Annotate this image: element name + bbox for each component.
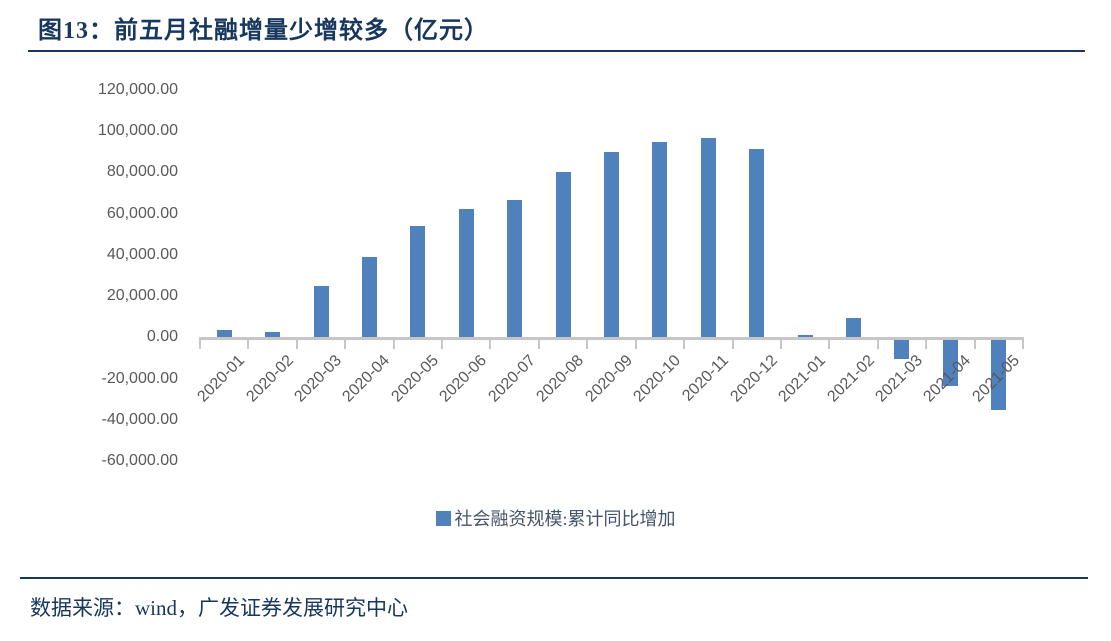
x-axis-tick bbox=[441, 337, 444, 349]
bar-2020-07 bbox=[507, 200, 523, 338]
bar-2020-11 bbox=[700, 138, 716, 338]
y-tick-label: 80,000.00 bbox=[106, 163, 178, 181]
y-tick-label: 40,000.00 bbox=[106, 245, 178, 263]
bar-2020-03 bbox=[313, 285, 329, 338]
x-axis-line bbox=[200, 337, 1023, 340]
x-axis-tick bbox=[199, 337, 201, 349]
x-axis-tick bbox=[586, 337, 589, 349]
y-tick-label: 60,000.00 bbox=[106, 204, 178, 222]
bar-2021-04 bbox=[942, 340, 958, 386]
bar-2020-01 bbox=[216, 330, 232, 338]
x-axis-tick bbox=[537, 337, 540, 349]
legend-series-label: 社会融资规模:累计同比增加 bbox=[454, 509, 676, 529]
y-tick-label: -20,000.00 bbox=[101, 369, 178, 387]
x-axis-tick bbox=[344, 337, 347, 349]
chart-legend: 社会融资规模:累计同比增加 bbox=[0, 505, 1111, 531]
x-axis-tick bbox=[876, 337, 879, 349]
data-source: 数据来源：wind，广发证券发展研究中心 bbox=[30, 596, 408, 620]
bar-2021-03 bbox=[894, 340, 910, 359]
y-tick-label: 20,000.00 bbox=[106, 287, 178, 305]
figure-title: 图13：前五月社融增量少增较多（亿元） bbox=[38, 18, 489, 44]
x-axis-tick bbox=[828, 337, 831, 349]
x-axis-tick bbox=[489, 337, 492, 349]
y-tick-label: 120,000.00 bbox=[97, 81, 178, 98]
x-axis-tick bbox=[683, 337, 686, 349]
bar-2021-05 bbox=[991, 340, 1007, 411]
x-axis-tick bbox=[247, 337, 250, 349]
x-axis-tick bbox=[1022, 337, 1024, 349]
x-axis-tick bbox=[634, 337, 637, 349]
x-axis-tick bbox=[779, 337, 782, 349]
bar-2021-01 bbox=[797, 334, 813, 338]
y-tick-label: 100,000.00 bbox=[97, 122, 178, 140]
bar-2020-05 bbox=[410, 226, 426, 338]
x-axis-tick bbox=[973, 337, 976, 349]
bar-2021-02 bbox=[846, 317, 862, 338]
bar-2020-04 bbox=[361, 256, 377, 338]
bar-2020-10 bbox=[652, 141, 668, 338]
y-tick-label: -60,000.00 bbox=[101, 452, 178, 469]
source-divider bbox=[20, 577, 1088, 579]
legend-swatch-icon bbox=[435, 510, 451, 526]
x-axis-tick bbox=[295, 337, 298, 349]
bar-2020-06 bbox=[458, 208, 474, 338]
bar-2020-09 bbox=[604, 151, 619, 338]
y-tick-label: -40,000.00 bbox=[101, 410, 178, 428]
x-axis-tick bbox=[392, 337, 395, 349]
bar-2020-12 bbox=[749, 148, 765, 338]
social-financing-bar-chart: 120,000.00 100,000.00 80,000.00 60,000.00 40… bbox=[0, 81, 1111, 531]
x-axis-tick bbox=[925, 337, 928, 349]
y-tick-label: 0.00 bbox=[146, 328, 178, 346]
bar-2020-02 bbox=[265, 331, 281, 338]
x-axis-tick bbox=[731, 337, 734, 349]
title-divider bbox=[28, 50, 1085, 52]
bar-2020-08 bbox=[555, 172, 571, 338]
